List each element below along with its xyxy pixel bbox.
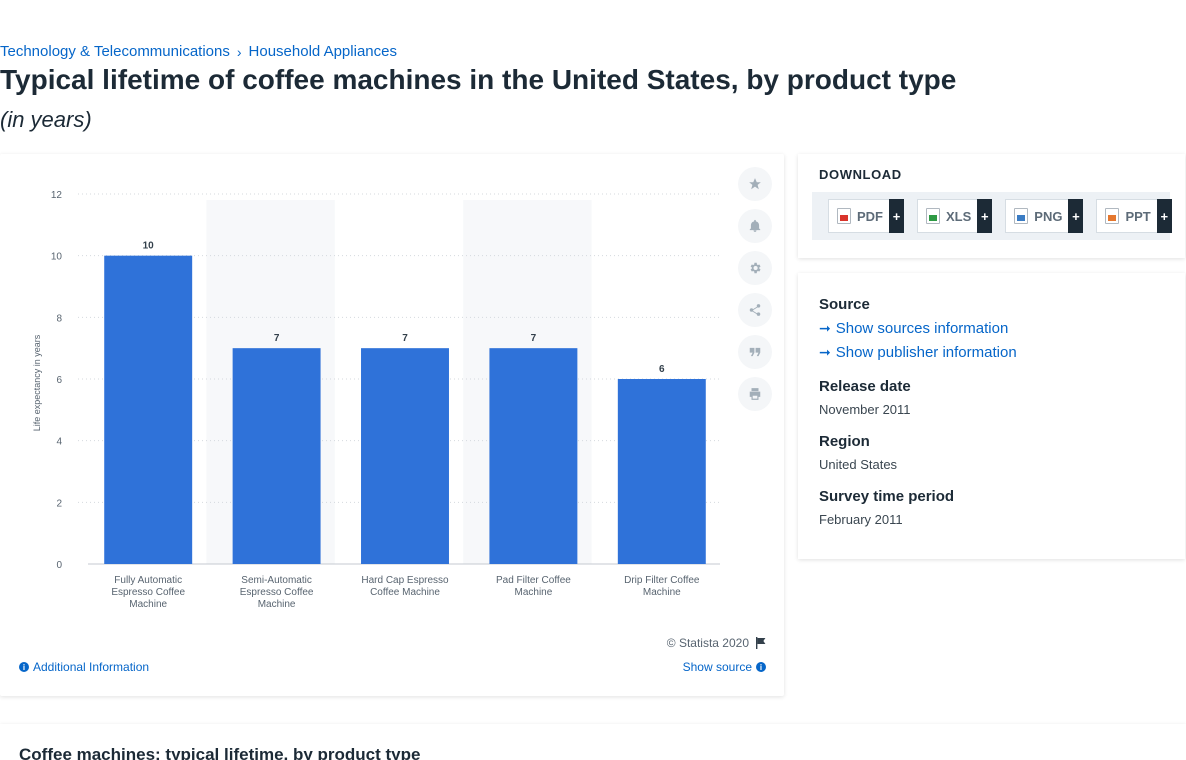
breadcrumb-category-link[interactable]: Technology & Telecommunications (0, 43, 230, 60)
settings-button[interactable] (738, 251, 772, 285)
x-tick-label: Pad Filter Coffee Machine (496, 575, 571, 598)
download-card: DOWNLOAD PDF + XLS + PNG + PPT + (798, 154, 1185, 258)
download-png-button[interactable]: PNG + (1005, 199, 1084, 233)
ppt-file-icon (1105, 208, 1120, 224)
breadcrumb-subcategory-link[interactable]: Household Appliances (248, 43, 397, 60)
data-label: 7 (402, 333, 408, 344)
share-button[interactable] (738, 293, 772, 327)
data-label: 10 (143, 241, 155, 252)
y-tick-label: 4 (56, 437, 62, 448)
bar-chart: 0 2 4 6 8 10 12 Life expectancy in years 10 Fully… (32, 190, 720, 610)
arrow-right-icon: ➞ (819, 320, 831, 336)
region-value: United States (819, 457, 898, 472)
bar (232, 348, 321, 564)
download-title: DOWNLOAD (819, 167, 902, 182)
x-tick-label: Hard Cap Espresso Coffee Machine (361, 575, 449, 598)
source-card: Source ➞ Show sources information ➞ Show… (798, 273, 1185, 559)
xls-file-icon (926, 208, 940, 224)
related-section-title: Coffee machines: typical lifetime, by pr… (19, 745, 421, 760)
show-publisher-label: Show publisher information (835, 344, 1017, 361)
page-title: Typical lifetime of coffee machines in t… (0, 64, 957, 95)
x-tick-label: Semi-Automatic Espresso Coffee Machine (240, 575, 314, 610)
data-label: 7 (531, 333, 537, 344)
bar (104, 255, 193, 564)
show-source-link[interactable]: Show source i (683, 660, 766, 674)
quote-icon (749, 347, 761, 357)
download-png-label: PNG (1034, 208, 1063, 224)
png-file-icon (1014, 208, 1029, 224)
favorite-button[interactable] (738, 167, 772, 201)
chevron-right-icon: › (236, 43, 242, 60)
bar (617, 379, 706, 564)
y-axis-label: Life expectancy in years (32, 334, 42, 431)
print-button[interactable] (738, 377, 772, 411)
show-sources-label: Show sources information (835, 320, 1009, 337)
plus-icon: + (1068, 199, 1084, 233)
copyright-text: © Statista 2020 (666, 636, 749, 650)
download-bar: PDF + XLS + PNG + PPT + (812, 192, 1172, 240)
share-icon (749, 304, 761, 316)
pdf-file-icon (837, 208, 851, 224)
source-label: Source (819, 296, 870, 313)
copyright-notice: © Statista 2020 (667, 636, 766, 650)
breadcrumb: Technology & Telecommunications › Househ… (0, 43, 397, 60)
additional-information-label: Additional Information (33, 660, 150, 674)
gear-icon (750, 262, 761, 274)
plus-icon: + (977, 199, 993, 233)
print-icon (749, 388, 761, 400)
arrow-right-icon: ➞ (819, 344, 831, 360)
data-label: 6 (659, 364, 665, 375)
survey-period-value: February 2011 (819, 512, 903, 527)
cite-button[interactable] (738, 335, 772, 369)
y-tick-label: 0 (56, 560, 62, 571)
download-pdf-label: PDF (857, 208, 883, 224)
info-icon: i (19, 662, 29, 672)
page-subtitle: (in years) (0, 107, 92, 132)
y-tick-label: 12 (51, 190, 63, 201)
info-icon: i (756, 662, 766, 672)
additional-information-link[interactable]: i Additional Information (19, 660, 149, 674)
y-tick-label: 8 (56, 313, 62, 324)
release-date-value: November 2011 (819, 402, 911, 417)
bar (489, 348, 578, 564)
star-icon (749, 178, 761, 190)
bar (361, 348, 449, 564)
y-tick-label: 6 (56, 375, 62, 386)
y-tick-label: 2 (56, 498, 62, 509)
download-pdf-button[interactable]: PDF + (828, 199, 904, 233)
chart-card: 0 2 4 6 8 10 12 Life expectancy in years 10 Fully… (0, 154, 784, 696)
y-tick-label: 10 (51, 252, 63, 263)
plus-icon: + (1156, 199, 1172, 233)
download-ppt-label: PPT (1125, 208, 1151, 224)
show-source-label: Show source (682, 660, 752, 674)
show-sources-link[interactable]: ➞ Show sources information (819, 320, 1008, 337)
flag-icon[interactable] (755, 637, 766, 649)
download-xls-label: XLS (946, 208, 972, 224)
chart-toolbar (738, 167, 772, 419)
show-publisher-link[interactable]: ➞ Show publisher information (819, 344, 1017, 361)
plus-icon: + (889, 199, 904, 233)
download-ppt-button[interactable]: PPT + (1096, 199, 1172, 233)
related-section: Coffee machines: typical lifetime, by pr… (0, 724, 1186, 760)
release-date-label: Release date (819, 378, 911, 395)
survey-period-label: Survey time period (819, 488, 955, 505)
x-tick-label: Fully Automatic Espresso Coffee Machine (111, 575, 185, 610)
bell-icon (749, 219, 761, 232)
region-label: Region (819, 433, 870, 450)
download-xls-button[interactable]: XLS + (917, 199, 993, 233)
data-label: 7 (274, 333, 280, 344)
x-tick-label: Drip Filter Coffee Machine (624, 575, 700, 598)
notification-button[interactable] (738, 209, 772, 243)
